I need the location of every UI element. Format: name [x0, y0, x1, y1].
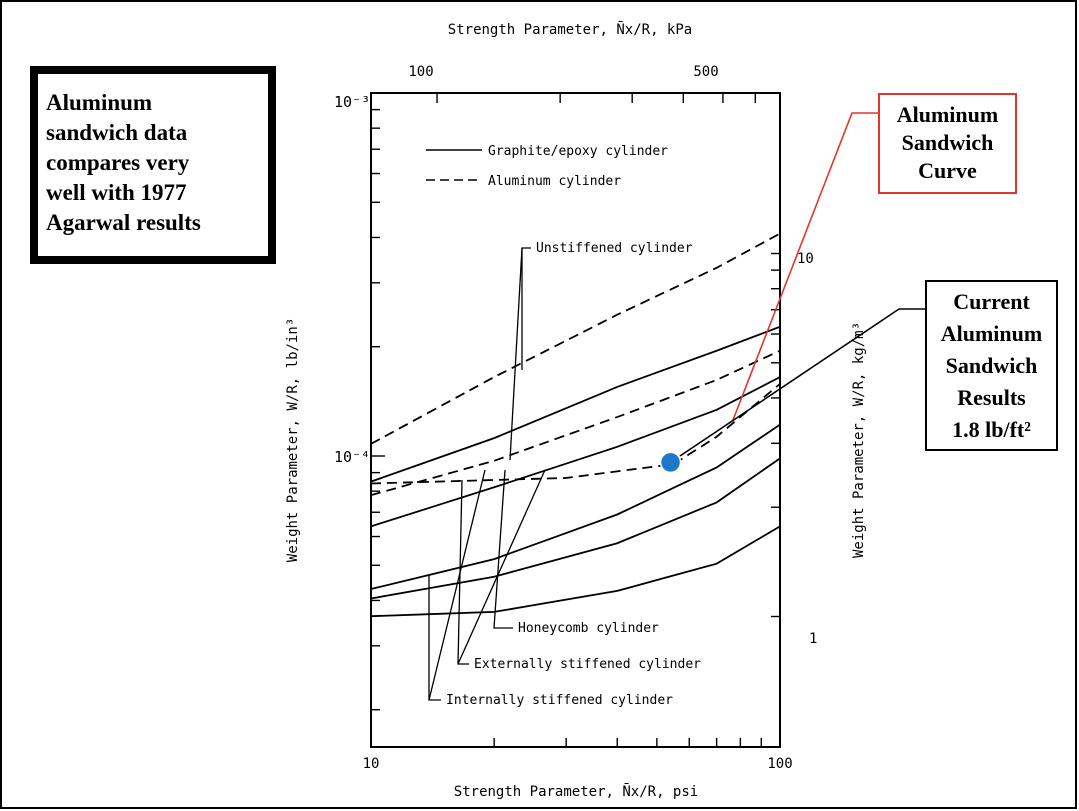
- annotation-label: Unstiffened cylinder: [536, 241, 693, 256]
- callout-line: Current: [953, 289, 1030, 314]
- current-results-callout: Current Aluminum Sandwich Results 1.8 lb…: [925, 280, 1058, 451]
- series-curve: [370, 349, 781, 497]
- callout-lines: [679, 112, 925, 457]
- plot-area-border: [370, 92, 781, 748]
- series-curve: [370, 383, 781, 485]
- callout-line: 1.8 lb/ft²: [952, 417, 1031, 442]
- legend-label: Aluminum cylinder: [488, 174, 621, 189]
- series-curve: [370, 457, 781, 600]
- annotation-leader: [509, 247, 523, 461]
- y-axis-title-right: Weight Parameter, W/R, kg/m³: [851, 322, 867, 558]
- y-tick-label-left: 10⁻⁴: [334, 448, 370, 466]
- plot-axes: [370, 92, 781, 748]
- note-line: well with 1977: [46, 180, 187, 205]
- annotation-label: Honeycomb cylinder: [518, 621, 659, 636]
- callout-line: Curve: [918, 158, 977, 183]
- comparison-note-box: Aluminum sandwich data compares very wel…: [30, 66, 276, 264]
- callout-line: Results: [957, 385, 1026, 410]
- note-line: compares very: [46, 150, 190, 175]
- annotation-leader: [428, 469, 486, 701]
- callout-line: Aluminum: [940, 321, 1043, 346]
- plot-series: [370, 232, 781, 618]
- legend-label: Graphite/epoxy cylinder: [488, 144, 668, 159]
- y-tick-label-left: 10⁻³: [334, 93, 370, 111]
- x-tick-label-top: 100: [408, 64, 433, 80]
- red-callout-leader: [732, 112, 878, 421]
- series-curve: [370, 423, 781, 590]
- note-line: Agarwal results: [46, 210, 201, 235]
- plot-annotations: [428, 247, 682, 701]
- series-curve: [370, 525, 781, 618]
- x-axis-title-top: Strength Parameter, N̄x/R, kPa: [448, 20, 692, 38]
- annotation-leader: [521, 247, 531, 370]
- annotation-leader: [457, 469, 546, 665]
- series-curve: [370, 376, 781, 528]
- y-axis-title-left: Weight Parameter, W/R, lb/in³: [285, 318, 301, 562]
- series-curve: [370, 325, 781, 483]
- annotation-leader: [493, 469, 513, 629]
- x-tick-label-bottom: 10: [363, 756, 380, 772]
- x-tick-label-top: 500: [693, 64, 718, 80]
- note-line: Aluminum: [46, 90, 153, 115]
- annotation-label: Internally stiffened cylinder: [446, 693, 673, 708]
- x-axis-title-bottom: Strength Parameter, N̄x/R, psi: [454, 782, 698, 800]
- series-curve: [370, 232, 781, 445]
- y-tick-label-right: 1: [809, 631, 817, 647]
- annotation-leader: [428, 575, 441, 701]
- callout-line: Sandwich: [901, 130, 994, 155]
- callout-line: Aluminum: [896, 102, 999, 127]
- x-tick-label-bottom: 100: [767, 756, 792, 772]
- y-tick-label-right: 10: [797, 251, 814, 267]
- current-result-point: [659, 451, 682, 474]
- black-callout-leader: [679, 308, 925, 457]
- callout-line: Sandwich: [945, 353, 1038, 378]
- aluminum-sandwich-curve-callout: Aluminum Sandwich Curve: [878, 93, 1017, 194]
- note-line: sandwich data: [46, 120, 188, 145]
- annotation-label: Externally stiffened cylinder: [474, 657, 701, 672]
